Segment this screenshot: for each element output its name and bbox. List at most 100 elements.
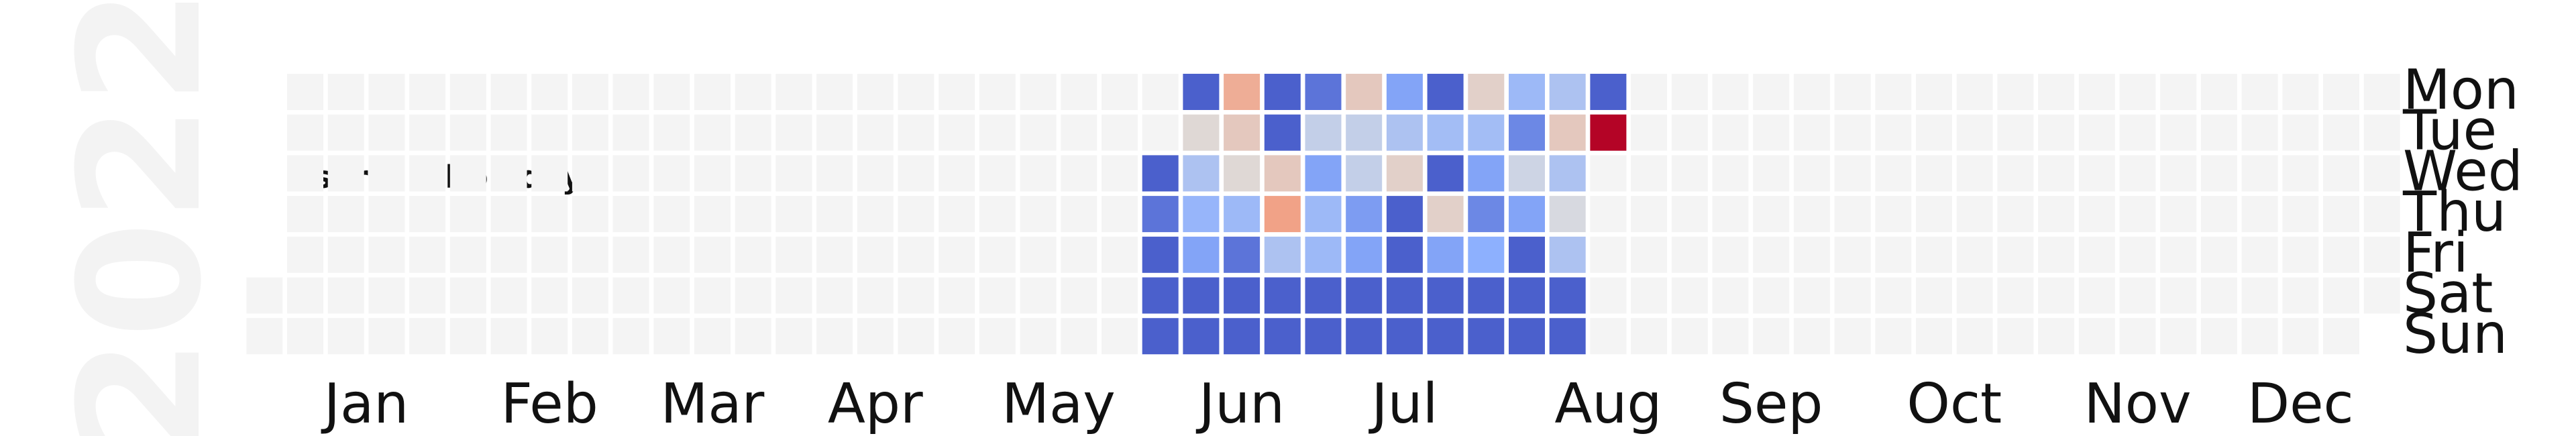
heatmap-cell-empty [490,74,527,110]
heatmap-cell-empty [2160,236,2197,273]
heatmap-cell-empty [1753,196,1790,233]
heatmap-cell-empty [2119,318,2156,355]
day-label-wed: Wed [2403,140,2523,203]
heatmap-cell-filled [1224,318,1260,355]
heatmap-cell-empty [287,114,323,151]
heatmap-cell-empty [1102,277,1138,314]
heatmap-cell-empty [2038,114,2075,151]
heatmap-cell-empty [1020,277,1057,314]
heatmap-cell-empty [1753,155,1790,192]
heatmap-cell-empty [1712,277,1749,314]
heatmap-cell-empty [1793,196,1830,233]
heatmap-cell-empty [775,114,812,151]
heatmap-cell-filled [1427,318,1464,355]
heatmap-cell-filled [1224,277,1260,314]
heatmap-cell-empty [287,74,323,110]
heatmap-cell-filled [1509,74,1545,110]
heatmap-cell-empty [2038,196,2075,233]
heatmap-cell-filled [1346,74,1383,110]
heatmap-cell-empty [2363,114,2400,151]
heatmap-cell-empty [816,318,853,355]
heatmap-cell-empty [857,114,894,151]
heatmap-cell-empty [368,277,405,314]
heatmap-cell-empty [898,318,934,355]
heatmap-cell-filled [1142,277,1179,314]
heatmap-cell-empty [1020,114,1057,151]
heatmap-cell-empty [2078,74,2115,110]
heatmap-cell-filled [1590,74,1627,110]
heatmap-cell-empty [1916,114,1952,151]
heatmap-cell-empty [409,236,446,273]
month-label-feb: Feb [501,372,598,436]
heatmap-cell-empty [1875,114,1912,151]
heatmap-cell-empty [368,236,405,273]
heatmap-cell-empty [1753,74,1790,110]
heatmap-cell-empty [2323,74,2359,110]
heatmap-cell-empty [1671,74,1708,110]
heatmap-cell-empty [816,196,853,233]
heatmap-cell-empty [1793,318,1830,355]
heatmap-cell-filled [1468,155,1505,192]
heatmap-cell-filled [1183,277,1220,314]
heatmap-cell-filled [1224,114,1260,151]
heatmap-cell-empty [572,196,608,233]
heatmap-cell-filled [1346,277,1383,314]
heatmap-cell-empty [2241,114,2278,151]
heatmap-cell-empty [2119,236,2156,273]
heatmap-cell-empty [1712,318,1749,355]
heatmap-cell-empty [1956,318,1993,355]
heatmap-cell-empty [2078,155,2115,192]
heatmap-cell-filled [1142,236,1179,273]
heatmap-cell-empty [2200,114,2237,151]
heatmap-cell-empty [1590,236,1627,273]
heatmap-cell-empty [246,277,283,314]
day-label-tue: Tue [2402,99,2497,163]
heatmap-cell-empty [409,155,446,192]
heatmap-cell-filled [1549,114,1586,151]
heatmap-cell-empty [1997,277,2034,314]
month-label-aug: Aug [1554,372,1662,436]
heatmap-cell-empty [1631,114,1668,151]
heatmap-cell-empty [1631,236,1668,273]
heatmap-cell-filled [1386,318,1423,355]
heatmap-cell-empty [2282,114,2319,151]
heatmap-cell-empty [1997,196,2034,233]
heatmap-cell-empty [1631,318,1668,355]
heatmap-cell-empty [2241,74,2278,110]
heatmap-cell-empty [1631,74,1668,110]
heatmap-cell-empty [979,196,1016,233]
heatmap-cell-empty [409,196,446,233]
heatmap-cell-filled [1509,155,1545,192]
heatmap-cell-empty [979,318,1016,355]
heatmap-cell-empty [694,277,731,314]
year-label: 2022 [43,0,238,436]
heatmap-cell-empty [1590,318,1627,355]
heatmap-cell-empty [1956,74,1993,110]
heatmap-cell-empty [938,74,975,110]
heatmap-cell-empty [653,114,690,151]
heatmap-cell-empty [938,155,975,192]
heatmap-cell-filled [1590,114,1627,151]
heatmap-cell-filled [1386,114,1423,151]
heatmap-cell-filled [1386,74,1423,110]
heatmap-cell-empty [490,114,527,151]
heatmap-cell-empty [2038,74,2075,110]
heatmap-cell-empty [1834,277,1871,314]
heatmap-cell-filled [1549,196,1586,233]
heatmap-cell-empty [694,114,731,151]
heatmap-cell-empty [449,155,486,192]
heatmap-cell-empty [938,318,975,355]
heatmap-cell-empty [612,155,649,192]
heatmap-cell-empty [938,196,975,233]
heatmap-cell-empty [2200,277,2237,314]
heatmap-cell-filled [1142,196,1179,233]
heatmap-cell-empty [938,114,975,151]
heatmap-cell-empty [775,318,812,355]
heatmap-cell-empty [287,236,323,273]
heatmap-cell-empty [2282,236,2319,273]
heatmap-cell-empty [1834,196,1871,233]
heatmap-cell-empty [368,155,405,192]
heatmap-cell-empty [1712,236,1749,273]
heatmap-cell-empty [1061,74,1097,110]
